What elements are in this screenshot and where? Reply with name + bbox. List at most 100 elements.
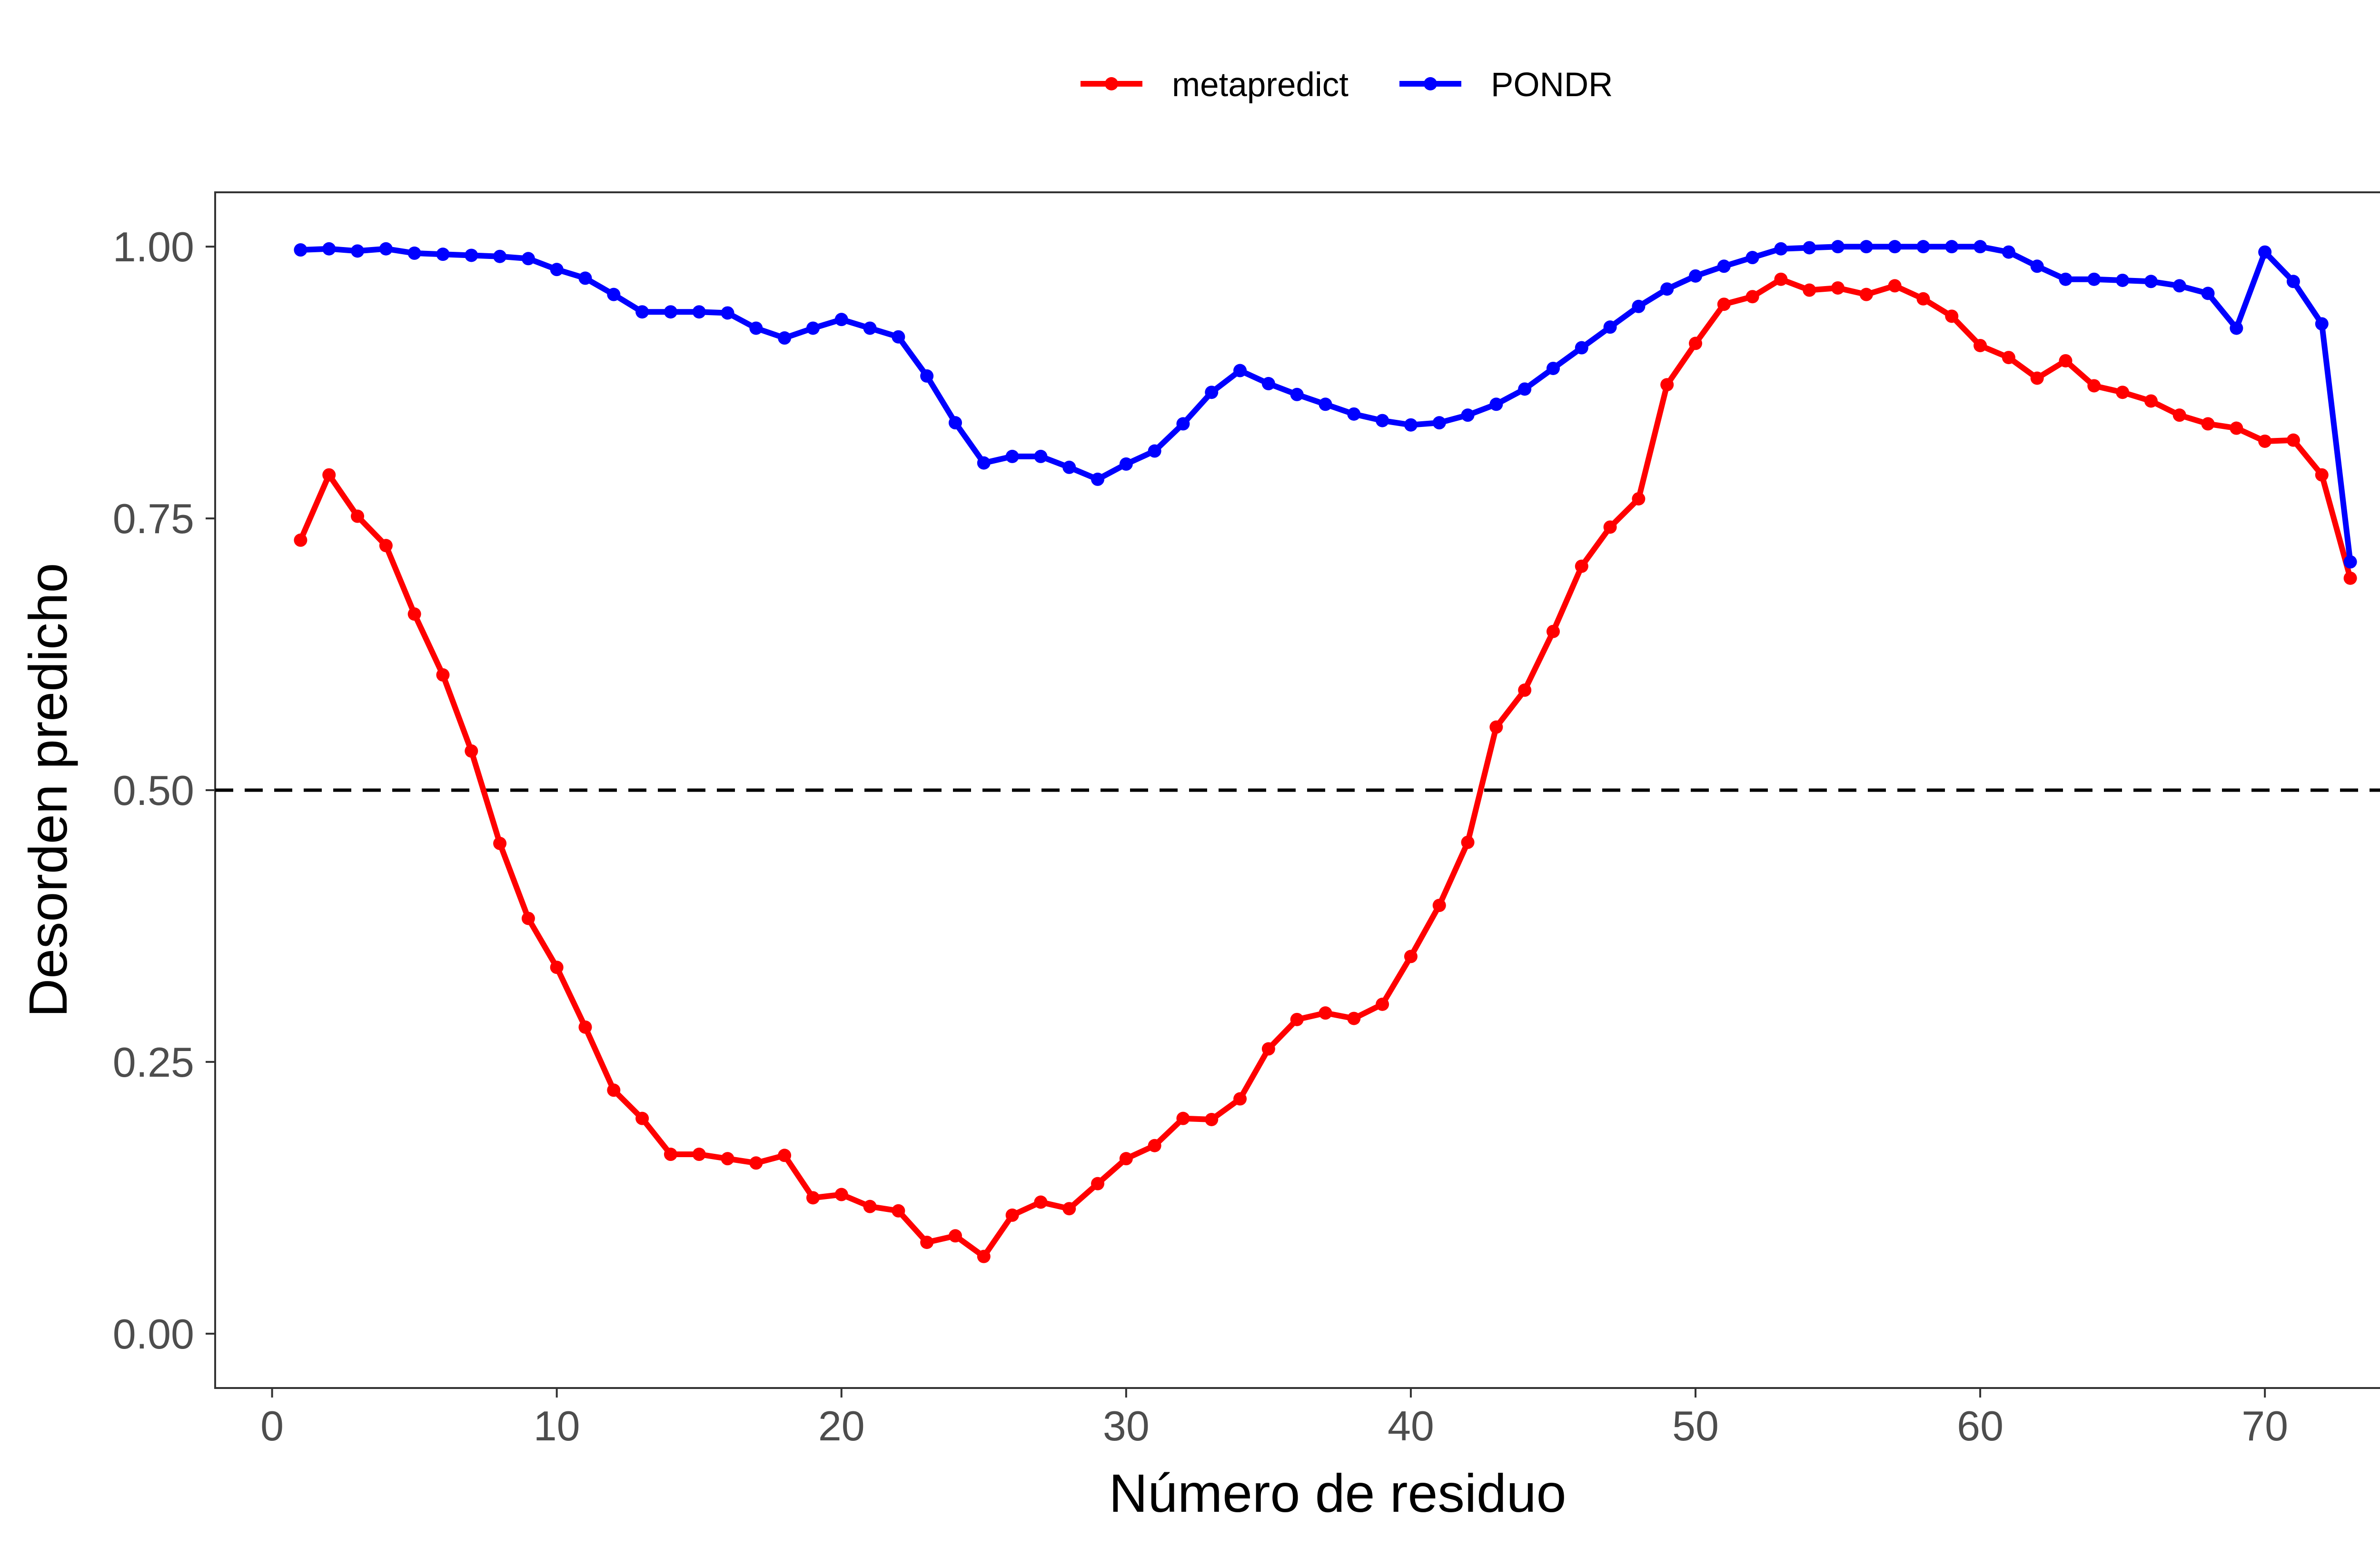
- x-tick-label: 20: [818, 1402, 865, 1449]
- data-point-pondr: [2087, 272, 2101, 286]
- data-point-pondr: [977, 456, 991, 470]
- data-point-metapredict: [351, 509, 365, 523]
- data-point-pondr: [1660, 282, 1674, 296]
- series-group: [294, 240, 2357, 1263]
- data-point-pondr: [1319, 397, 1332, 411]
- data-point-metapredict: [578, 1020, 592, 1034]
- data-point-pondr: [436, 248, 450, 261]
- data-point-pondr: [1546, 361, 1560, 375]
- data-point-pondr: [2201, 287, 2215, 300]
- data-point-metapredict: [465, 744, 478, 758]
- data-point-pondr: [1404, 418, 1418, 432]
- data-point-metapredict: [1176, 1111, 1190, 1125]
- data-point-pondr: [2343, 555, 2357, 569]
- data-point-pondr: [664, 305, 677, 319]
- data-point-pondr: [920, 369, 934, 383]
- data-point-metapredict: [1603, 520, 1617, 534]
- data-point-metapredict: [1745, 290, 1759, 304]
- y-axis-title: Desorden predicho: [18, 563, 78, 1018]
- data-point-pondr: [1148, 444, 1161, 458]
- data-point-metapredict: [1831, 281, 1845, 295]
- data-point-pondr: [1005, 449, 1019, 463]
- data-point-pondr: [2258, 245, 2272, 259]
- data-point-metapredict: [1689, 337, 1702, 350]
- data-point-pondr: [834, 313, 848, 327]
- data-point-metapredict: [2030, 371, 2044, 385]
- data-point-pondr: [2286, 275, 2300, 288]
- data-point-metapredict: [1376, 997, 1389, 1011]
- data-point-pondr: [493, 249, 507, 263]
- data-point-metapredict: [607, 1083, 621, 1097]
- data-point-pondr: [1489, 397, 1503, 411]
- data-point-pondr: [1461, 408, 1475, 422]
- data-point-pondr: [749, 321, 763, 335]
- data-point-metapredict: [920, 1235, 934, 1249]
- data-point-metapredict: [1973, 338, 1987, 352]
- y-axis: 0.00 0.25 0.50 0.75 1.00: [113, 223, 215, 1358]
- data-point-metapredict: [322, 468, 336, 482]
- data-point-metapredict: [806, 1191, 820, 1205]
- data-point-pondr: [863, 321, 877, 335]
- data-point-pondr: [2030, 259, 2044, 273]
- data-point-metapredict: [436, 668, 450, 682]
- data-point-metapredict: [1717, 298, 1731, 311]
- y-tick-label: 0.75: [113, 495, 194, 542]
- data-point-pondr: [2172, 279, 2186, 293]
- data-point-metapredict: [2087, 379, 2101, 393]
- data-point-metapredict: [949, 1229, 962, 1243]
- data-point-pondr: [2144, 275, 2158, 288]
- data-point-metapredict: [692, 1148, 706, 1161]
- data-point-pondr: [1062, 460, 1076, 474]
- data-point-pondr: [465, 248, 478, 262]
- data-point-pondr: [2059, 272, 2073, 286]
- data-point-pondr: [1945, 240, 1959, 254]
- data-point-metapredict: [1290, 1012, 1304, 1026]
- data-point-pondr: [1774, 242, 1788, 256]
- data-point-pondr: [806, 321, 820, 335]
- data-point-metapredict: [664, 1148, 677, 1161]
- data-point-metapredict: [1803, 283, 1816, 297]
- data-point-pondr: [1689, 269, 1702, 283]
- data-point-pondr: [1432, 416, 1446, 430]
- data-point-pondr: [407, 246, 421, 260]
- data-point-pondr: [1347, 407, 1361, 421]
- data-point-metapredict: [1347, 1012, 1361, 1025]
- data-point-pondr: [635, 305, 649, 319]
- data-point-pondr: [1176, 417, 1190, 431]
- x-axis: 0 10 20 30 40 50 60 70: [260, 1388, 2288, 1449]
- data-point-metapredict: [1005, 1208, 1019, 1222]
- data-point-pondr: [2002, 245, 2015, 259]
- data-point-pondr: [521, 252, 535, 266]
- data-point-metapredict: [834, 1188, 848, 1201]
- data-point-pondr: [1575, 341, 1588, 355]
- data-point-metapredict: [1319, 1006, 1332, 1020]
- data-point-pondr: [1717, 259, 1731, 273]
- data-point-pondr: [892, 330, 905, 344]
- x-tick-label: 70: [2241, 1402, 2288, 1449]
- data-point-pondr: [1888, 240, 1902, 254]
- data-point-metapredict: [521, 912, 535, 925]
- legend-item-pondr: PONDR: [1399, 66, 1613, 104]
- data-point-metapredict: [1205, 1112, 1219, 1126]
- legend-label-metapredict: metapredict: [1172, 66, 1349, 104]
- data-point-metapredict: [2343, 571, 2357, 585]
- legend-item-metapredict: metapredict: [1081, 66, 1349, 104]
- data-point-metapredict: [379, 539, 393, 553]
- data-point-pondr: [578, 271, 592, 285]
- legend: metapredict PONDR: [1081, 66, 1613, 104]
- data-point-metapredict: [294, 533, 307, 547]
- data-point-pondr: [692, 305, 706, 319]
- data-point-pondr: [1205, 386, 1219, 399]
- data-point-metapredict: [1233, 1092, 1247, 1106]
- x-axis-title: Número de residuo: [1109, 1463, 1567, 1523]
- data-point-pondr: [1261, 377, 1275, 390]
- data-point-metapredict: [2059, 354, 2073, 367]
- data-point-metapredict: [550, 961, 564, 974]
- data-point-metapredict: [2201, 417, 2215, 431]
- data-point-metapredict: [1632, 492, 1646, 506]
- y-tick-label: 0.25: [113, 1039, 194, 1086]
- x-tick-label: 0: [260, 1402, 284, 1449]
- data-point-metapredict: [1489, 720, 1503, 734]
